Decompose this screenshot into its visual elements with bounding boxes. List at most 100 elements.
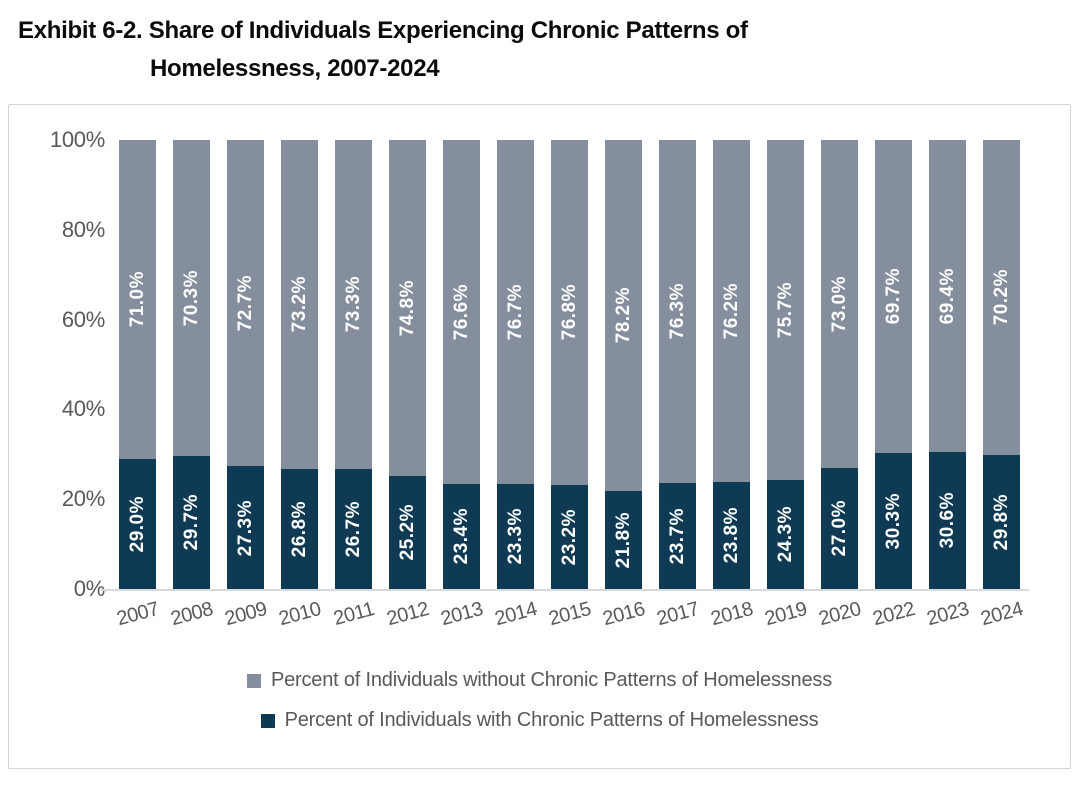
y-tick-label: 40%	[61, 396, 105, 422]
legend-label: Percent of Individuals with Chronic Patt…	[284, 709, 819, 731]
bar-2007: 71.0% 29.0%	[119, 140, 156, 589]
exhibit-title: Exhibit 6-2. Share of Individuals Experi…	[18, 12, 748, 88]
legend: Percent of Individuals without Chronic P…	[9, 669, 1070, 732]
bar-2012: 74.8% 25.2%	[389, 140, 426, 589]
segment-without-chronic: 72.7%	[227, 140, 264, 467]
bar-2019: 75.7% 24.3%	[767, 140, 804, 589]
x-tick-label-2024: 2024	[977, 597, 1025, 631]
segment-without-chronic: 69.7%	[875, 140, 912, 453]
segment-with-chronic-value: 23.2%	[558, 508, 580, 566]
x-axis-line	[101, 589, 1029, 591]
bar-2010: 73.2% 26.8%	[281, 140, 318, 589]
segment-without-chronic-value: 72.7%	[234, 275, 256, 332]
segment-without-chronic-value: 69.4%	[936, 267, 958, 324]
segment-with-chronic: 25.2%	[389, 475, 426, 589]
segment-without-chronic-value: 76.6%	[450, 283, 472, 341]
segment-with-chronic-value: 26.7%	[342, 500, 364, 558]
segment-with-chronic-value: 29.0%	[126, 495, 148, 553]
segment-without-chronic: 73.0%	[821, 140, 858, 468]
segment-with-chronic-value: 21.8%	[612, 511, 634, 569]
segment-without-chronic: 75.7%	[767, 140, 804, 480]
bar-2016: 78.2% 21.8%	[605, 140, 642, 589]
legend-item-without-chronic: Percent of Individuals without Chronic P…	[246, 669, 832, 692]
segment-without-chronic: 76.6%	[443, 140, 480, 484]
segment-with-chronic-value: 24.3%	[774, 506, 796, 563]
segment-with-chronic: 26.7%	[335, 469, 372, 589]
segment-without-chronic: 70.2%	[983, 140, 1020, 456]
y-tick-label: 80%	[61, 216, 105, 242]
segment-without-chronic-value: 69.7%	[882, 268, 904, 325]
segment-without-chronic: 74.8%	[389, 140, 426, 476]
segment-with-chronic-value: 27.0%	[828, 500, 850, 557]
bar-2020: 73.0% 27.0%	[821, 140, 858, 589]
segment-with-chronic-value: 30.6%	[936, 492, 958, 549]
segment-without-chronic-value: 70.2%	[990, 269, 1012, 326]
bar-2009: 72.7% 27.3%	[227, 140, 264, 589]
segment-with-chronic: 23.2%	[551, 484, 588, 589]
segment-with-chronic: 26.8%	[281, 468, 318, 589]
segment-without-chronic: 76.2%	[713, 140, 750, 483]
bar-2023: 69.4% 30.6%	[929, 140, 966, 589]
chart-frame: 100% 80% 60% 40% 20% 0% 71.0% 29.0% 70.3% 29.7% 7…	[8, 104, 1071, 769]
segment-with-chronic: 23.7%	[659, 482, 696, 589]
y-tick-label: 100%	[49, 127, 105, 152]
segment-without-chronic: 76.7%	[497, 140, 534, 485]
segment-without-chronic-value: 73.0%	[828, 275, 850, 333]
segment-without-chronic-value: 76.3%	[666, 283, 688, 340]
segment-with-chronic: 30.6%	[929, 451, 966, 589]
legend-swatch-icon	[260, 713, 275, 728]
segment-without-chronic-value: 75.7%	[774, 281, 796, 339]
bar-2011: 73.3% 26.7%	[335, 140, 372, 589]
segment-with-chronic-value: 26.8%	[288, 500, 310, 557]
bar-2014: 76.7% 23.3%	[497, 140, 534, 589]
segment-with-chronic-value: 23.3%	[504, 508, 526, 565]
segment-without-chronic: 71.0%	[119, 140, 156, 459]
segment-without-chronic-value: 78.2%	[612, 287, 634, 344]
segment-without-chronic: 78.2%	[605, 140, 642, 492]
y-tick-label: 60%	[61, 306, 105, 332]
bar-2015: 76.8% 23.2%	[551, 140, 588, 589]
exhibit-title-line2: Homelessness, 2007-2024	[150, 55, 440, 82]
segment-with-chronic-value: 29.7%	[180, 494, 202, 551]
segment-with-chronic-value: 27.3%	[234, 499, 256, 556]
segment-without-chronic-value: 76.2%	[720, 282, 742, 340]
segment-with-chronic-value: 25.2%	[396, 504, 418, 561]
segment-with-chronic: 27.0%	[821, 467, 858, 589]
segment-without-chronic-value: 73.2%	[288, 276, 310, 333]
segment-with-chronic: 29.0%	[119, 458, 156, 589]
segment-without-chronic: 73.3%	[335, 140, 372, 470]
y-tick-label: 0%	[73, 576, 106, 601]
segment-with-chronic-value: 23.4%	[450, 508, 472, 565]
segment-with-chronic-value: 29.8%	[990, 493, 1012, 551]
bar-2008: 70.3% 29.7%	[173, 140, 210, 589]
segment-without-chronic-value: 76.7%	[504, 284, 526, 341]
segment-without-chronic: 70.3%	[173, 140, 210, 456]
plot-area: 71.0% 29.0% 70.3% 29.7% 72.7% 27.3% 73.2% 26.8%…	[119, 140, 1020, 589]
segment-without-chronic-value: 70.3%	[180, 269, 202, 326]
segment-with-chronic: 23.8%	[713, 482, 750, 589]
legend-swatch-icon	[246, 673, 261, 688]
segment-without-chronic-value: 71.0%	[126, 271, 148, 328]
legend-item-with-chronic: Percent of Individuals with Chronic Patt…	[260, 709, 819, 732]
bar-2017: 76.3% 23.7%	[659, 140, 696, 589]
y-tick-label: 20%	[61, 486, 105, 512]
segment-with-chronic: 27.3%	[227, 466, 264, 589]
bar-2024: 70.2% 29.8%	[983, 140, 1020, 589]
segment-with-chronic: 29.8%	[983, 455, 1020, 589]
bar-2022: 69.7% 30.3%	[875, 140, 912, 589]
bar-2013: 76.6% 23.4%	[443, 140, 480, 589]
bar-2018: 76.2% 23.8%	[713, 140, 750, 589]
segment-with-chronic-value: 23.7%	[666, 507, 688, 564]
segment-without-chronic: 69.4%	[929, 140, 966, 452]
legend-label: Percent of Individuals without Chronic P…	[270, 669, 832, 691]
segment-with-chronic: 30.3%	[875, 452, 912, 589]
exhibit-title-line1: Exhibit 6-2. Share of Individuals Experi…	[18, 17, 748, 44]
segment-without-chronic: 73.2%	[281, 140, 318, 469]
segment-without-chronic-value: 73.3%	[342, 276, 364, 333]
segment-with-chronic-value: 30.3%	[882, 492, 904, 550]
segment-without-chronic: 76.3%	[659, 140, 696, 483]
segment-with-chronic: 23.3%	[497, 484, 534, 589]
segment-with-chronic: 21.8%	[605, 491, 642, 589]
segment-with-chronic-value: 23.8%	[720, 507, 742, 564]
segment-with-chronic: 29.7%	[173, 455, 210, 589]
